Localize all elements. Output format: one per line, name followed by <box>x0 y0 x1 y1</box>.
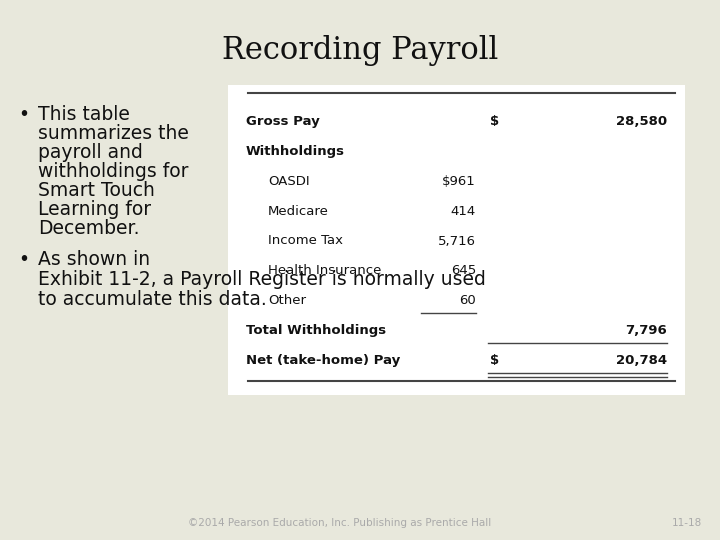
Text: Health Insurance: Health Insurance <box>268 264 382 277</box>
Text: December.: December. <box>38 219 140 238</box>
Text: 414: 414 <box>451 205 476 218</box>
Text: Withholdings: Withholdings <box>246 145 345 158</box>
Text: ©2014 Pearson Education, Inc. Publishing as Prentice Hall: ©2014 Pearson Education, Inc. Publishing… <box>189 518 492 528</box>
Text: Learning for: Learning for <box>38 200 151 219</box>
Text: 28,580: 28,580 <box>616 116 667 129</box>
Text: 645: 645 <box>451 264 476 277</box>
Text: $: $ <box>490 354 499 367</box>
Text: $: $ <box>490 116 499 129</box>
Text: Gross Pay: Gross Pay <box>246 116 320 129</box>
Text: 20,784: 20,784 <box>616 354 667 367</box>
Text: •: • <box>18 250 29 269</box>
Text: withholdings for: withholdings for <box>38 162 189 181</box>
Text: Income Tax: Income Tax <box>268 234 343 247</box>
Text: 60: 60 <box>459 294 476 307</box>
Text: •: • <box>18 105 29 124</box>
Text: 7,796: 7,796 <box>625 324 667 337</box>
Text: As shown in: As shown in <box>38 250 150 269</box>
Text: Net (take-home) Pay: Net (take-home) Pay <box>246 354 400 367</box>
Text: to accumulate this data.: to accumulate this data. <box>38 290 266 309</box>
Text: payroll and: payroll and <box>38 143 143 162</box>
Text: Total Withholdings: Total Withholdings <box>246 324 386 337</box>
Text: 5,716: 5,716 <box>438 234 476 247</box>
Text: OASDI: OASDI <box>268 175 310 188</box>
Text: summarizes the: summarizes the <box>38 124 189 143</box>
Text: This table: This table <box>38 105 130 124</box>
Text: $961: $961 <box>442 175 476 188</box>
Text: 11-18: 11-18 <box>672 518 702 528</box>
Bar <box>228 85 685 395</box>
Text: Smart Touch: Smart Touch <box>38 181 155 200</box>
Text: Medicare: Medicare <box>268 205 329 218</box>
Text: Exhibit 11-2, a Payroll Register is normally used: Exhibit 11-2, a Payroll Register is norm… <box>38 270 486 289</box>
Text: Recording Payroll: Recording Payroll <box>222 35 498 66</box>
Text: Other: Other <box>268 294 306 307</box>
